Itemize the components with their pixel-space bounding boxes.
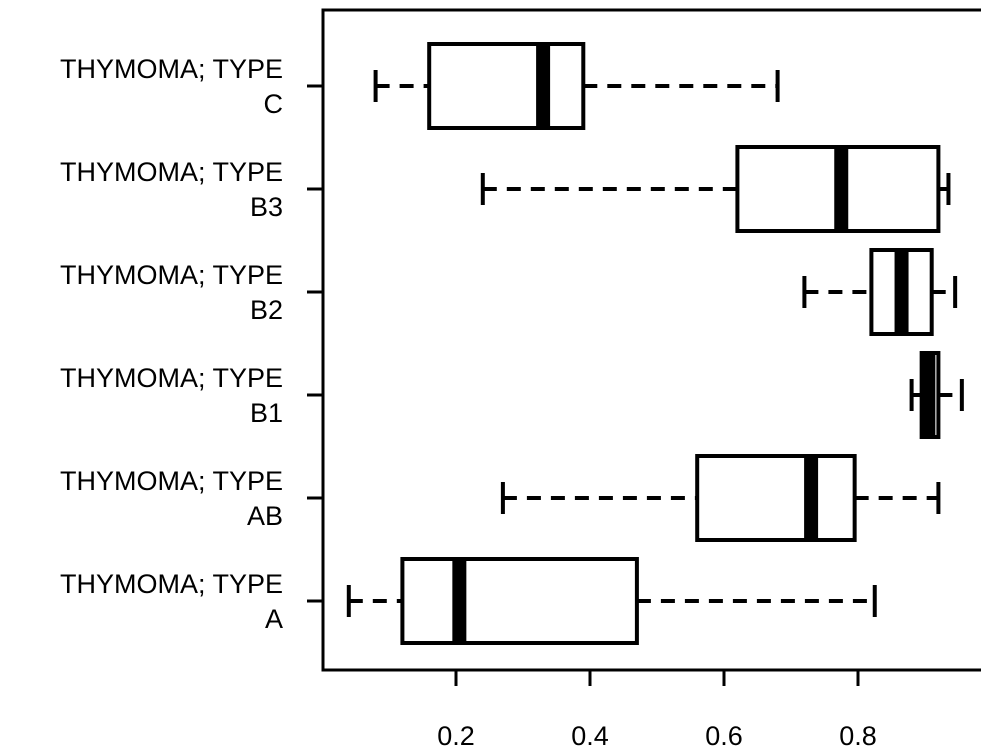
- x-tick-label: 0.2: [437, 721, 475, 751]
- box-group: [909, 351, 964, 439]
- category-label-line2: A: [265, 604, 283, 634]
- boxes-layer: [346, 42, 964, 645]
- box-group: [500, 454, 941, 542]
- category-label-line1: THYMOMA; TYPE: [60, 363, 283, 393]
- x-tick-label: 0.8: [839, 721, 877, 751]
- category-label-line2: C: [264, 89, 284, 119]
- box-group: [480, 145, 951, 233]
- iqr-box: [695, 454, 857, 542]
- iqr-box: [400, 557, 639, 645]
- category-label-line2: B2: [250, 295, 283, 325]
- box-group: [373, 42, 780, 130]
- category-label-line2: B3: [250, 192, 283, 222]
- y-axis: THYMOMA; TYPE A THYMOMA; TYPE AB THYMOMA; TY…: [60, 54, 323, 634]
- category-label-line1: THYMOMA; TYPE: [60, 54, 283, 84]
- category-label-line1: THYMOMA; TYPE: [60, 569, 283, 599]
- iqr-box: [427, 42, 586, 130]
- x-axis: 0.2 0.4 0.6 0.8: [437, 670, 877, 751]
- x-tick-label: 0.6: [705, 721, 743, 751]
- x-tick-label: 0.4: [571, 721, 609, 751]
- plot-frame: [321, 8, 981, 672]
- category-label-line1: THYMOMA; TYPE: [60, 157, 283, 187]
- category-label-line2: AB: [247, 501, 283, 531]
- category-label-line1: THYMOMA; TYPE: [60, 466, 283, 496]
- box-group: [802, 248, 958, 336]
- category-label-line2: B1: [250, 398, 283, 428]
- box-group: [346, 557, 877, 645]
- category-label-line1: THYMOMA; TYPE: [60, 260, 283, 290]
